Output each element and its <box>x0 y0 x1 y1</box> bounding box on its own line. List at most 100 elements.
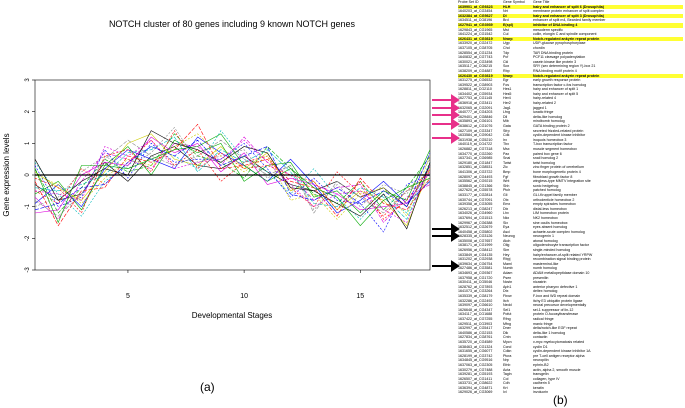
probe-id-cell: 1632384_at_CG5627 <box>458 13 493 18</box>
table-row: 1639901_at_CG6623 HLH hairy and enhancer o… <box>458 4 683 10</box>
table-row: 1639097_at_CG6610 Nedd neural precursor de… <box>458 303 683 308</box>
gene-title-cell: cullin, elongin C and spindle component <box>533 32 597 37</box>
table-row: 1635893_at_CG6101 Mib mindbomb homolog <box>458 119 683 124</box>
probe-id-cell: 1630021_at_CG3498 <box>458 59 493 64</box>
gene-title-cell: Notch-regulated ankyrin repeat protein <box>533 73 600 78</box>
gene-title-cell: F-box and WD repeat domain <box>533 294 581 298</box>
table-row: 1626956_at_CG8412 Sim single-minded homolo… <box>458 248 683 253</box>
panel-a-caption: (a) <box>200 380 215 394</box>
table-row: 1633584_at_CG9042 Cdk cyclin-dependent kin… <box>458 133 683 138</box>
table-row: 1638845_at_CG1366 Shh sonic hedgehog <box>458 184 683 189</box>
table-row: 1635720_at_CG4589 Mycn v-myc myelocytomato… <box>458 340 683 345</box>
gene-title-cell: presenilin <box>533 275 549 280</box>
gene-symbol-cell: Dtx <box>503 289 509 294</box>
gene-symbol-cell: Olig <box>503 243 510 248</box>
probe-id-cell: 1635720_at_CG4589 <box>458 339 493 344</box>
table-row: 1627620_at_CG5578 Ptch patched homolog <box>458 188 683 193</box>
probe-id-cell: 1641306_at_CG3722 <box>458 169 493 174</box>
table-row: 1637694_at_CG1513 Nkx NK2 homeobox <box>458 216 683 221</box>
gene-symbol-cell: Wnt <box>503 179 510 184</box>
probe-id-cell: 1631655_at_CG6077 <box>458 349 493 354</box>
series-line-14 <box>34 133 431 220</box>
gene-title-cell: jagged 1 <box>533 105 547 110</box>
table-row: 1635562_at_CG9215 Wnt wingless-type MMTV i… <box>458 179 683 184</box>
probe-id-cell: 1626882_at_CG7318 <box>458 147 493 151</box>
probe-id-cell: 1635562_at_CG9215 <box>458 179 493 184</box>
gene-title-cell: oligodendrocyte transcription factor <box>533 243 589 248</box>
gene-symbol-cell: Fgf <box>503 174 509 179</box>
probe-id-cell: 1628335_at_CG3126 <box>458 234 493 239</box>
series-line-5 <box>34 130 431 220</box>
y-tick-label: 1 <box>25 141 31 145</box>
gene-symbol-cell: Nedd <box>503 303 512 308</box>
gene-symbol-cell: Sim <box>503 248 510 253</box>
table-row: 1629180_at_CG1847 Twist twist homolog <box>458 161 683 166</box>
series-line-18 <box>34 139 431 211</box>
gene-title-cell: neural precursor developmentally <box>533 303 587 308</box>
table-row: 1640777_at_CG4203 Lfng lunatic fringe <box>458 110 683 115</box>
probe-id-cell: 1632286_at_CG2492 <box>458 298 493 303</box>
probe-id-cell: 1634770_at_CG2260 <box>458 151 493 156</box>
gene-title-cell: neuropilin <box>533 358 549 363</box>
table-row: 1629026_at_CG3069 Ivl involucrin <box>458 390 683 395</box>
gene-symbol-cell: Dl <box>503 13 507 18</box>
chart-title: NOTCH cluster of 80 genes including 9 kn… <box>109 19 356 29</box>
gene-title-cell: sonic hedgehog <box>533 183 559 188</box>
gene-symbol-cell: HLH <box>503 4 511 9</box>
table-row: 1630021_at_CG3498 Ckl casein kinase like p… <box>458 60 683 65</box>
expression-line-chart: NOTCH cluster of 80 genes including 9 kn… <box>2 19 431 320</box>
gene-symbol-cell: Ugp <box>503 41 510 46</box>
gene-title-cell: casein kinase like protein 3 <box>533 59 577 64</box>
probe-id-cell: 1638845_at_CG1366 <box>458 183 493 188</box>
probe-id-cell: 1639358_at_CG3055 <box>458 202 493 207</box>
table-row: 1639281_at_CG5193 Tagln transgelin <box>458 372 683 377</box>
x-axis-label: Developmental Stages <box>192 311 273 320</box>
probe-id-cell: 1641073_at_CG3264 <box>458 289 493 294</box>
gene-title-cell: LIM homeobox protein <box>533 211 569 216</box>
gene-title-cell: neurogenin 1 <box>533 234 554 239</box>
gene-title-cell: recombination signal binding protein <box>533 257 591 262</box>
gene-symbol-cell: Cul <box>503 32 509 37</box>
series-line-7 <box>34 133 431 227</box>
gene-symbol-cell: Msx <box>503 147 510 151</box>
gene-symbol-cell: Pofut <box>503 312 512 317</box>
table-row: 1630411_at_CG5046 Ncstn nicastrin <box>458 280 683 285</box>
probe-id-cell: 1627753_at_CG1145 <box>458 96 493 101</box>
gene-title-cell: transcription factor c-fos homolog <box>533 82 587 87</box>
probe-id-cell: 1641224_at_CG1542 <box>458 32 493 37</box>
header-gene-title: Gene Title <box>533 0 550 4</box>
table-row: 1631202_at_CG2938 Rbpj recombination signa… <box>458 257 683 262</box>
gene-title-cell: nicastrin <box>533 280 547 285</box>
gene-title-cell: TAR DNA binding protein <box>533 50 573 55</box>
gene-title-cell: bone morphogenetic protein 4 <box>533 169 581 174</box>
table-row: 1633920_at_CG2472 Ugp UDP-glucose pyrophos… <box>458 41 683 46</box>
gene-symbol-cell: Dlk <box>503 330 509 335</box>
gene-symbol-cell: Gli <box>503 192 508 197</box>
gene-symbol-cell: Rbp <box>503 68 510 73</box>
gene-symbol-cell: Her2 <box>503 101 511 106</box>
probe-id-cell: 1637341_at_CG6985 <box>458 156 493 161</box>
gene-symbol-cell: Ncstn <box>503 280 513 285</box>
table-row: 1638612_at_CG1076 Gata GATA binding protei… <box>458 124 683 129</box>
series-line-9 <box>34 123 431 227</box>
probe-id-cell: 1633849_at_CG4135 <box>458 252 493 257</box>
gene-symbol-cell: Mfng <box>503 321 511 326</box>
gene-title-cell: membrane protein enhancer of split compl… <box>533 9 604 14</box>
probe-id-cell: 1636918_at_CG3411 <box>458 101 493 106</box>
table-row: 1626882_at_CG7318 Msx muscle segment homeo… <box>458 147 683 152</box>
black-arrow <box>432 230 460 242</box>
gene-title-cell: PCF11 cleavage polyadenylation <box>533 55 586 60</box>
table-row: 1632851_at_CG8531 Zic zinc finger protein … <box>458 165 683 170</box>
table-row: 1637422_at_CG7255 Rfng radical fringe <box>458 317 683 322</box>
gene-symbol-cell: Cdkn <box>503 349 512 354</box>
table-row: 1632384_at_CG5627 Dl hairy and enhancer of… <box>458 13 683 19</box>
gene-symbol-cell: Ivl <box>503 390 507 395</box>
gene-title-cell: ADAM metallopeptidase domain 10 <box>533 271 590 276</box>
gene-symbol-cell: Mst <box>503 27 509 32</box>
gene-title-cell: v-myc myelocytomatosis related <box>533 339 585 344</box>
gene-title-cell: sel-1 suppressor of lin-12 <box>533 307 574 312</box>
gene-symbol-cell: Sfrp <box>503 128 510 133</box>
gene-symbol-cell: Itch <box>503 298 509 303</box>
table-row: 1626430_at_CG3619 Nrarp Notch-regulated an… <box>458 73 683 79</box>
table-row: 1633731_at_CG8622 Cdh cadherin 5 <box>458 381 683 386</box>
